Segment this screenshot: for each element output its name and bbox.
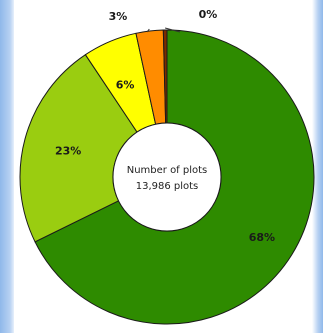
slice-label-6pct: 6%	[116, 79, 135, 92]
leader-line-0pct	[165, 27, 181, 33]
donut-hole	[112, 122, 222, 232]
center-label-count: 13,986 plots	[136, 181, 199, 192]
slice-label-3pct: 3%	[109, 10, 128, 23]
slice-label-23pct: 23%	[55, 144, 81, 157]
slice-label-0pct: 0%	[199, 8, 218, 21]
leader-line-3pct	[146, 28, 150, 33]
slice-label-68pct: 68%	[249, 231, 275, 244]
center-label-title: Number of plots	[127, 165, 208, 176]
